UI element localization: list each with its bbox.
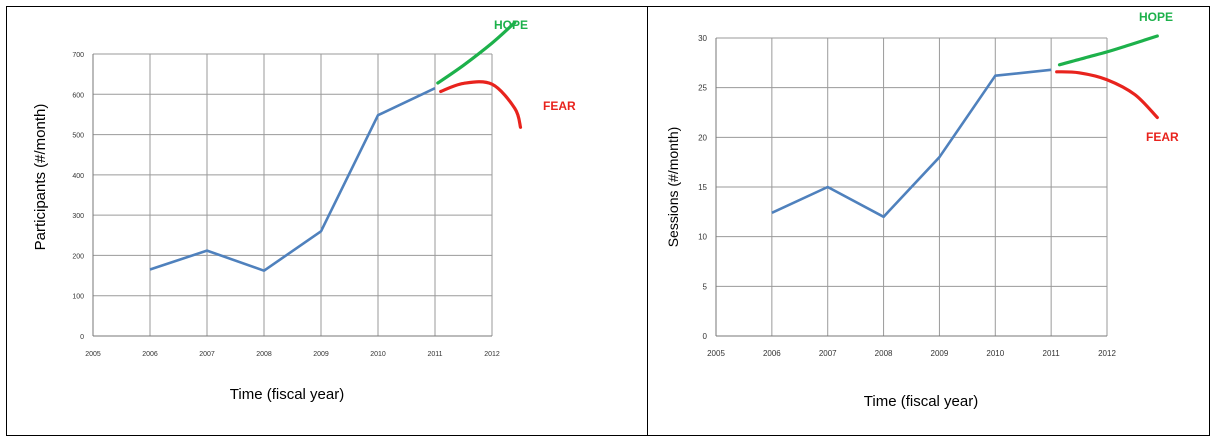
x-tick-label: 2008 bbox=[256, 351, 272, 358]
x-tick-label: 2010 bbox=[986, 349, 1004, 358]
panel-divider bbox=[647, 6, 648, 436]
x-tick-label: 2012 bbox=[484, 351, 500, 358]
y-tick-label: 20 bbox=[698, 133, 707, 142]
y-tick-label: 200 bbox=[72, 253, 84, 260]
fear-label: FEAR bbox=[543, 99, 576, 113]
hope-label: HOPE bbox=[1139, 10, 1173, 24]
y-tick-label: 500 bbox=[72, 133, 84, 140]
data-series-line bbox=[149, 87, 436, 273]
y-tick-label: 0 bbox=[80, 334, 84, 341]
x-axis-label: Time (fiscal year) bbox=[230, 386, 344, 403]
y-tick-label: 10 bbox=[698, 233, 707, 242]
x-axis-label: Time (fiscal year) bbox=[864, 393, 978, 410]
x-tick-label: 2006 bbox=[763, 349, 781, 358]
x-tick-label: 2007 bbox=[819, 349, 837, 358]
y-tick-label: 25 bbox=[698, 84, 707, 93]
y-tick-label: 100 bbox=[72, 294, 84, 301]
image-frame bbox=[6, 6, 1210, 436]
x-tick-label: 2008 bbox=[875, 349, 893, 358]
x-tick-label: 2010 bbox=[370, 351, 386, 358]
sessions-chart: 0 5 10 15 20 25 30 2005 2006 2007 2008 2009 2010 2011… bbox=[665, 10, 1179, 410]
y-tick-label: 15 bbox=[698, 183, 707, 192]
participants-chart: 0 100 200 300 400 500 600 700 2005 2006 2007 2008 20… bbox=[32, 18, 576, 403]
x-tick-label: 2005 bbox=[707, 349, 725, 358]
x-tick-label: 2009 bbox=[931, 349, 949, 358]
y-tick-label: 30 bbox=[698, 34, 707, 43]
y-axis-label: Sessions (#/month) bbox=[665, 127, 681, 248]
y-tick-label: 600 bbox=[72, 92, 84, 99]
hope-projection-line bbox=[1057, 34, 1159, 67]
x-tick-label: 2011 bbox=[1043, 349, 1061, 358]
y-tick-label: 300 bbox=[72, 213, 84, 220]
hope-label: HOPE bbox=[494, 18, 528, 32]
fear-label: FEAR bbox=[1146, 130, 1179, 144]
x-tick-label: 2006 bbox=[142, 351, 158, 358]
fear-projection-line bbox=[439, 80, 523, 129]
y-tick-label: 700 bbox=[72, 52, 84, 59]
x-tick-label: 2011 bbox=[427, 351, 442, 358]
x-tick-label: 2007 bbox=[199, 351, 215, 358]
participants-chart-panel: 0 100 200 300 400 500 600 700 2005 2006 2007 2008 20… bbox=[7, 7, 647, 435]
sessions-chart-panel: 0 5 10 15 20 25 30 2005 2006 2007 2008 2009 2010 2011… bbox=[648, 7, 1209, 435]
y-tick-label: 5 bbox=[703, 282, 708, 291]
x-tick-label: 2012 bbox=[1098, 349, 1116, 358]
y-tick-label: 400 bbox=[72, 173, 84, 180]
x-tick-label: 2005 bbox=[85, 351, 101, 358]
y-tick-label: 0 bbox=[703, 332, 708, 341]
hope-projection-line bbox=[436, 21, 517, 85]
fear-projection-line bbox=[1055, 70, 1159, 120]
data-series-line bbox=[771, 68, 1052, 219]
x-tick-label: 2009 bbox=[313, 351, 329, 358]
y-axis-label: Participants (#/month) bbox=[32, 104, 49, 251]
